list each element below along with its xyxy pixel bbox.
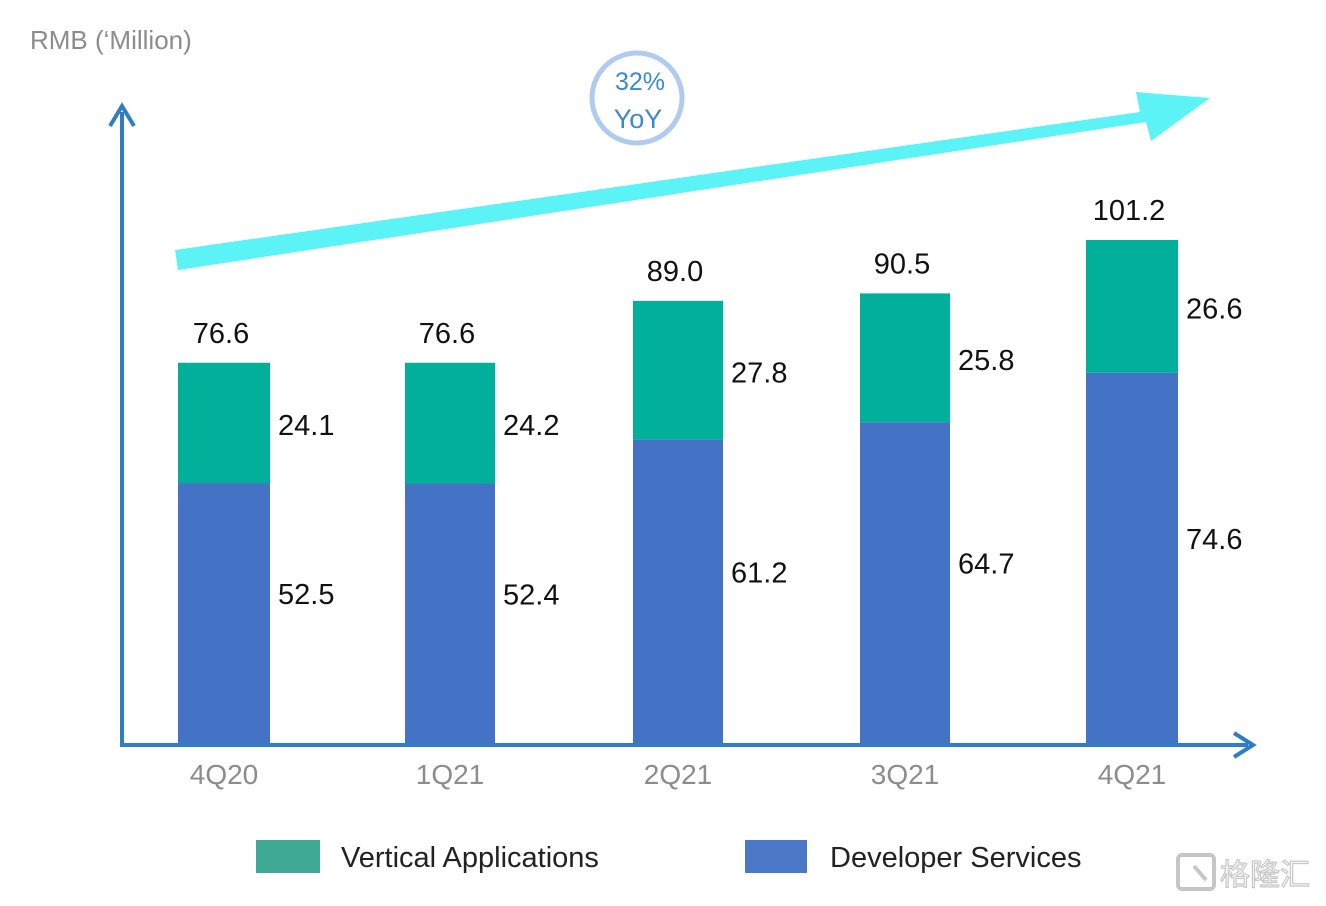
x-tick-label-3Q21: 3Q21 xyxy=(871,759,940,790)
x-tick-label-4Q21: 4Q21 xyxy=(1098,759,1167,790)
axes xyxy=(108,102,1257,759)
legend-label-developer-services: Developer Services xyxy=(830,842,1081,874)
data-label-developer-services-1Q21: 52.4 xyxy=(503,579,559,611)
bar-developer-services-3Q21 xyxy=(860,422,950,745)
x-axis-arrowhead xyxy=(1232,731,1257,759)
total-label-4Q21: 101.2 xyxy=(1093,195,1166,227)
data-label-vertical-applications-3Q21: 25.8 xyxy=(958,345,1014,377)
bar-vertical-applications-3Q21 xyxy=(860,293,950,423)
data-label-vertical-applications-4Q21: 26.6 xyxy=(1186,293,1242,325)
data-label-vertical-applications-2Q21: 27.8 xyxy=(731,357,787,389)
y-axis-arrowhead xyxy=(108,102,136,128)
data-label-developer-services-4Q20: 52.5 xyxy=(278,579,334,611)
y-axis-label: RMB (‘Million) xyxy=(30,25,192,55)
trend-arrow xyxy=(175,92,1210,270)
total-label-1Q21: 76.6 xyxy=(419,318,475,350)
bar-developer-services-2Q21 xyxy=(633,439,723,745)
bar-developer-services-1Q21 xyxy=(405,483,495,745)
data-label-developer-services-2Q21: 61.2 xyxy=(731,557,787,589)
total-label-3Q21: 90.5 xyxy=(874,248,930,280)
x-tick-label-2Q21: 2Q21 xyxy=(644,759,713,790)
bar-vertical-applications-4Q21 xyxy=(1086,240,1178,373)
data-label-vertical-applications-4Q20: 24.1 xyxy=(278,410,334,442)
x-tick-label-4Q20: 4Q20 xyxy=(190,759,259,790)
data-label-vertical-applications-1Q21: 24.2 xyxy=(503,410,559,442)
legend-swatch-developer-services xyxy=(745,840,807,873)
bar-developer-services-4Q21 xyxy=(1086,372,1178,745)
bar-vertical-applications-4Q20 xyxy=(178,362,270,484)
bar-developer-services-4Q20 xyxy=(178,483,270,745)
bar-vertical-applications-2Q21 xyxy=(633,300,723,440)
data-label-developer-services-4Q21: 74.6 xyxy=(1186,524,1242,556)
yoy-percent: 32% xyxy=(615,68,665,96)
x-tick-label-1Q21: 1Q21 xyxy=(416,759,485,790)
legend-swatch-vertical-applications xyxy=(256,840,320,873)
yoy-label: YoY xyxy=(614,104,663,134)
yoy-badge: 32% YoY xyxy=(589,50,685,146)
legend-label-vertical-applications: Vertical Applications xyxy=(341,842,599,874)
bar-vertical-applications-1Q21 xyxy=(405,362,495,484)
watermark-logo: 格隆汇 xyxy=(1176,853,1311,893)
svg-text:格隆汇: 格隆汇 xyxy=(1220,859,1310,892)
total-label-4Q20: 76.6 xyxy=(193,318,249,350)
total-label-2Q21: 89.0 xyxy=(647,256,703,288)
legend: Vertical Applications Developer Services xyxy=(256,840,1081,874)
data-label-developer-services-3Q21: 64.7 xyxy=(958,549,1014,581)
